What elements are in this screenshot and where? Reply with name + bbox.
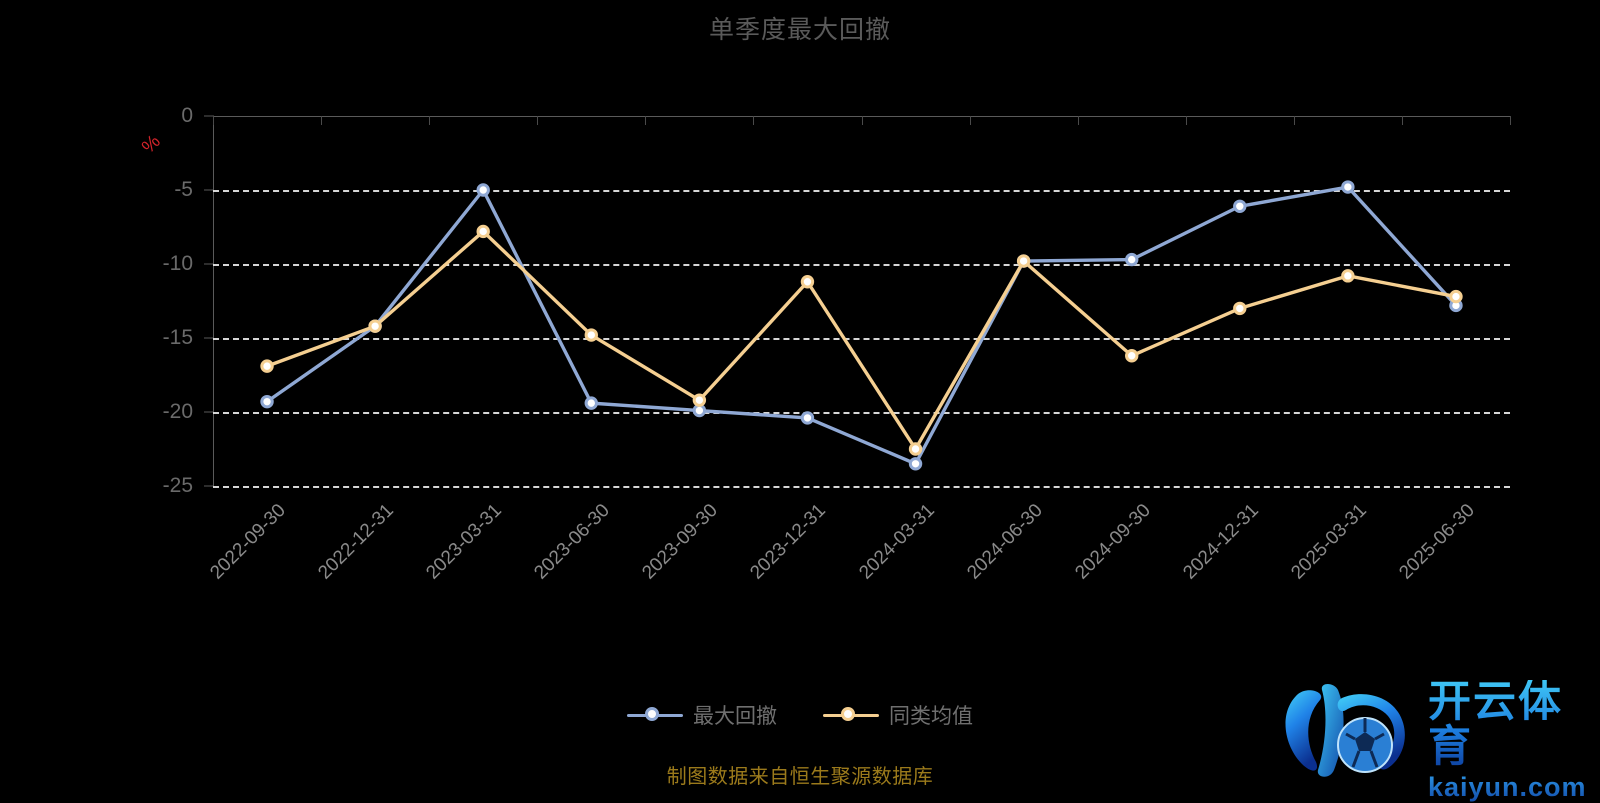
kaiyun-k-ball-icon	[1285, 684, 1405, 777]
data-point-marker[interactable]	[368, 319, 382, 333]
data-point-marker[interactable]	[800, 411, 815, 425]
y-tick-mark	[204, 337, 214, 339]
data-point-marker[interactable]	[1125, 349, 1139, 363]
y-tick-label: -20	[162, 400, 193, 423]
legend-marker-icon	[823, 704, 879, 726]
x-tick-mark	[1293, 116, 1295, 125]
x-tick-mark	[429, 116, 431, 125]
data-point-marker[interactable]	[476, 183, 490, 197]
watermark-brand-cn: 开云体育	[1428, 679, 1588, 770]
gridline--10	[213, 264, 1510, 266]
y-tick-mark	[204, 485, 214, 487]
legend-label: 同类均值	[889, 705, 973, 728]
x-tick-mark	[537, 116, 539, 125]
legend-item-1[interactable]: 最大回撤	[627, 700, 777, 730]
data-point-marker[interactable]	[260, 394, 274, 409]
x-tick-mark	[321, 116, 323, 125]
data-point-marker[interactable]	[476, 224, 490, 239]
data-point-marker[interactable]	[908, 442, 923, 456]
data-point-marker[interactable]	[584, 328, 598, 342]
y-tick-label: -15	[162, 326, 193, 349]
y-tick-label: -25	[162, 474, 193, 497]
legend-item-2[interactable]: 同类均值	[823, 700, 973, 730]
watermark-logo: 开云体育 kaiyun.com	[1268, 672, 1588, 802]
data-point-marker[interactable]	[908, 457, 923, 471]
data-point-marker[interactable]	[1016, 254, 1031, 268]
series-line-1	[265, 185, 1458, 466]
x-tick-mark	[1077, 116, 1079, 125]
legend-label: 最大回撤	[693, 705, 777, 728]
data-point-marker[interactable]	[1233, 199, 1247, 213]
y-tick-mark	[204, 115, 214, 117]
legend-marker-icon	[627, 704, 683, 726]
data-point-marker[interactable]	[1125, 252, 1139, 267]
y-tick-label: -5	[174, 178, 193, 201]
y-tick-mark	[204, 411, 214, 413]
data-source-note: 制图数据来自恒生聚源数据库	[666, 766, 934, 788]
y-tick-mark	[204, 189, 214, 191]
x-tick-mark	[969, 116, 971, 125]
data-point-marker[interactable]	[1233, 301, 1247, 316]
y-tick-label: -10	[162, 252, 193, 275]
data-point-marker[interactable]	[1341, 269, 1355, 283]
page-title: 单季度最大回撤	[708, 16, 891, 44]
watermark-brand-en: kaiyun.com	[1428, 772, 1587, 803]
data-point-marker[interactable]	[800, 275, 815, 289]
gridline--5	[213, 190, 1510, 192]
data-point-marker[interactable]	[692, 403, 707, 418]
gridline--15	[213, 338, 1510, 340]
y-axis-line	[213, 116, 214, 486]
gridline--25	[213, 486, 1510, 488]
y-tick-label: 0	[181, 104, 193, 127]
x-tick-mark	[861, 116, 863, 125]
x-tick-mark	[1510, 116, 1511, 125]
data-point-marker[interactable]	[1341, 180, 1355, 194]
x-tick-mark	[753, 116, 755, 125]
x-tick-mark	[1185, 116, 1187, 125]
x-tick-mark	[1401, 116, 1403, 125]
x-tick-mark	[645, 116, 647, 125]
gridline--20	[213, 412, 1510, 414]
x-tick-mark	[213, 116, 214, 125]
series-line-2	[265, 229, 1458, 451]
data-point-marker[interactable]	[584, 396, 598, 410]
data-point-marker[interactable]	[260, 359, 274, 373]
y-tick-mark	[204, 263, 214, 265]
chart-legend: 最大回撤 同类均值	[0, 700, 1600, 730]
data-point-marker[interactable]	[1449, 289, 1463, 304]
data-point-marker[interactable]	[692, 393, 707, 407]
